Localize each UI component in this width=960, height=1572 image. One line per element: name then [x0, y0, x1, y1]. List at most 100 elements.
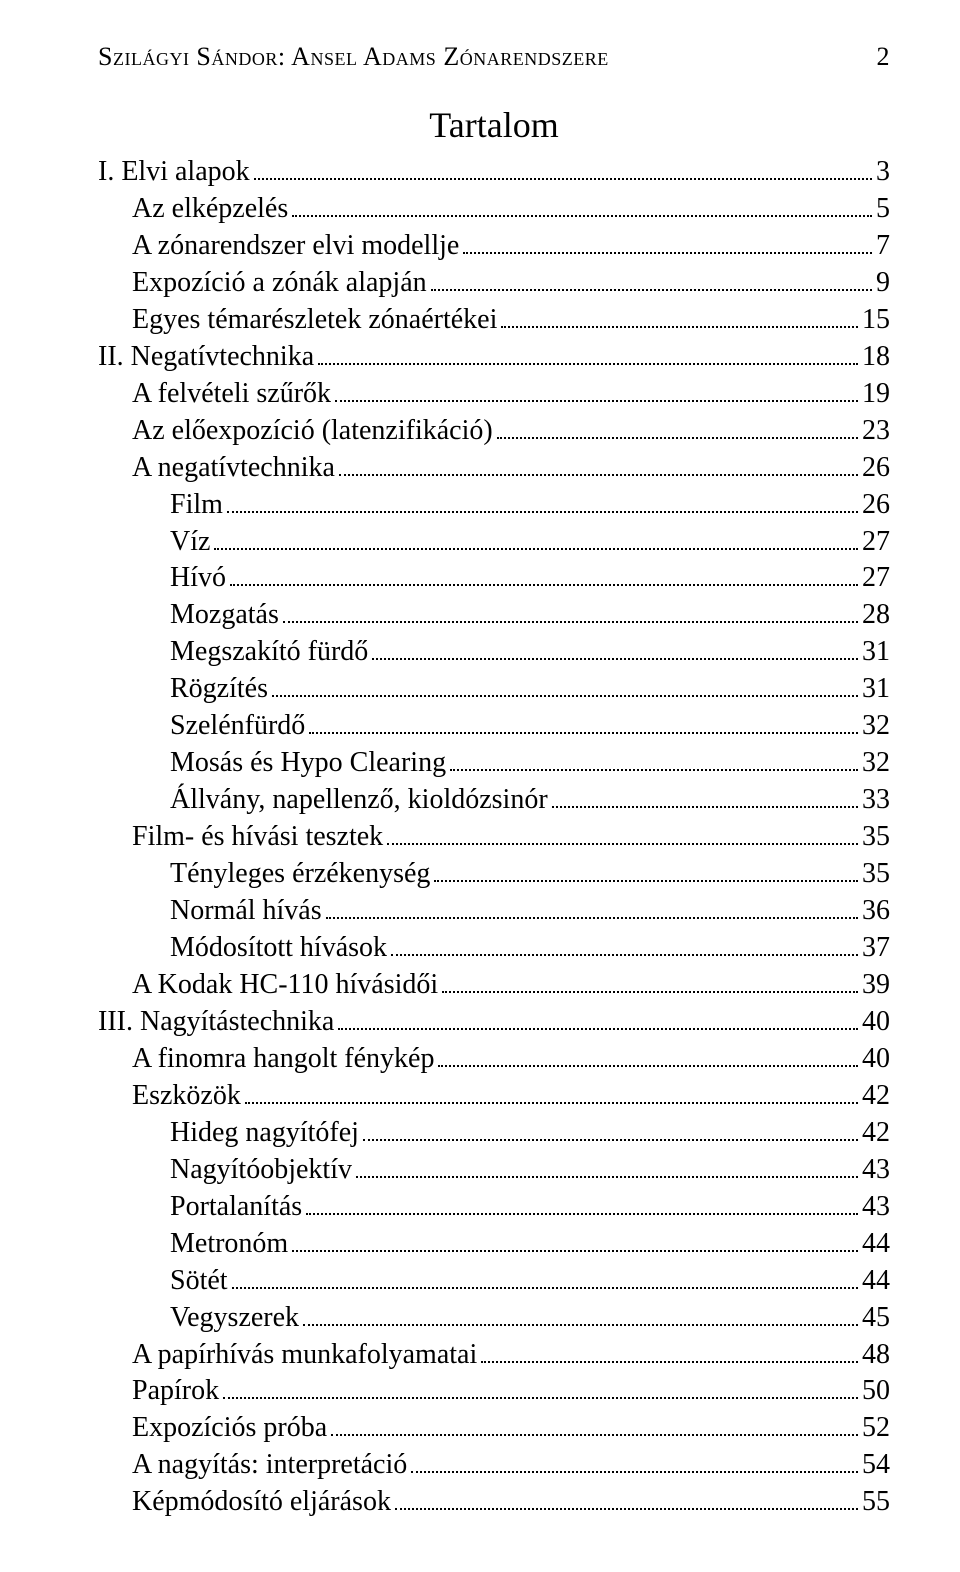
running-head-text: Szilágyi Sándor: Ansel Adams Zónarendsze…: [98, 42, 609, 72]
toc-row: A felvételi szűrők 19: [98, 376, 890, 413]
toc-entry-page: 37: [862, 930, 890, 967]
toc-entry-label: A felvételi szűrők: [132, 376, 331, 413]
toc-row: Nagyítóobjektív 43: [98, 1152, 890, 1189]
toc-entry-page: 32: [862, 708, 890, 745]
toc-entry-label: II. Negatívtechnika: [98, 339, 314, 376]
toc-row: Hideg nagyítófej42: [98, 1115, 890, 1152]
toc-entry-label: Expozíció a zónák alapján: [132, 265, 427, 302]
toc-row: Az előexpozíció (latenzifikáció) 23: [98, 413, 890, 450]
toc-row: A finomra hangolt fénykép 40: [98, 1041, 890, 1078]
toc-row: Az elképzelés5: [98, 191, 890, 228]
toc-leader-dots: [501, 304, 858, 328]
toc-entry-label: Szelénfürdő: [170, 708, 305, 745]
toc-leader-dots: [395, 1487, 858, 1511]
toc-leader-dots: [356, 1154, 858, 1178]
toc-row: Hívó27: [98, 560, 890, 597]
toc-entry-page: 19: [862, 376, 890, 413]
toc-row: Mosás és Hypo Clearing 32: [98, 745, 890, 782]
toc-row: Szelénfürdő 32: [98, 708, 890, 745]
toc-entry-page: 27: [862, 560, 890, 597]
toc-row: Film26: [98, 487, 890, 524]
toc-row: Rögzítés31: [98, 671, 890, 708]
toc-row: Megszakító fürdő31: [98, 634, 890, 671]
toc-row: Víz 27: [98, 524, 890, 561]
toc-entry-label: Állvány, napellenző, kioldózsinór: [170, 782, 548, 819]
toc-row: Módosított hívások 37: [98, 930, 890, 967]
toc-entry-page: 43: [862, 1189, 890, 1226]
toc-entry-page: 52: [862, 1410, 890, 1447]
toc-entry-label: Metronóm: [170, 1226, 288, 1263]
toc-entry-label: I. Elvi alapok: [98, 154, 250, 191]
toc-leader-dots: [292, 193, 872, 217]
toc-entry-page: 35: [862, 856, 890, 893]
toc-entry-page: 55: [862, 1484, 890, 1521]
toc-entry-label: Tényleges érzékenység: [170, 856, 430, 893]
toc-leader-dots: [481, 1339, 858, 1363]
toc-entry-page: 45: [862, 1300, 890, 1337]
toc-entry-label: Mosás és Hypo Clearing: [170, 745, 446, 782]
toc-entry-label: Sötét: [170, 1263, 228, 1300]
toc-row: Sötét 44: [98, 1263, 890, 1300]
toc-row: Mozgatás 28: [98, 597, 890, 634]
toc-entry-label: Módosított hívások: [170, 930, 387, 967]
toc-leader-dots: [232, 1265, 858, 1289]
toc-leader-dots: [227, 489, 858, 513]
toc-entry-page: 26: [862, 487, 890, 524]
toc-entry-label: A Kodak HC-110 hívásidői: [132, 967, 438, 1004]
toc-leader-dots: [463, 230, 872, 254]
toc-entry-page: 3: [876, 154, 890, 191]
toc-entry-page: 42: [862, 1078, 890, 1115]
toc-row: Film- és hívási tesztek35: [98, 819, 890, 856]
toc-leader-dots: [434, 858, 858, 882]
toc-entry-label: Vegyszerek: [170, 1300, 299, 1337]
toc-leader-dots: [497, 415, 858, 439]
toc-entry-page: 42: [862, 1115, 890, 1152]
toc-entry-label: Mozgatás: [170, 597, 279, 634]
toc-row: A zónarendszer elvi modellje7: [98, 228, 890, 265]
toc-leader-dots: [254, 156, 872, 180]
toc-entry-label: A papírhívás munkafolyamatai: [132, 1337, 477, 1374]
toc-entry-page: 54: [862, 1447, 890, 1484]
toc-entry-page: 40: [862, 1004, 890, 1041]
toc-leader-dots: [338, 1006, 858, 1030]
toc-entry-label: Normál hívás: [170, 893, 322, 930]
toc-leader-dots: [230, 563, 858, 587]
toc-entry-page: 39: [862, 967, 890, 1004]
toc-entry-page: 9: [876, 265, 890, 302]
toc-entry-label: A finomra hangolt fénykép: [132, 1041, 434, 1078]
toc-entry-label: Nagyítóobjektív: [170, 1152, 352, 1189]
toc-entry-page: 31: [862, 634, 890, 671]
toc-entry-label: Portalanítás: [170, 1189, 302, 1226]
toc-leader-dots: [387, 821, 858, 845]
toc-row: I. Elvi alapok 3: [98, 154, 890, 191]
running-header: Szilágyi Sándor: Ansel Adams Zónarendsze…: [98, 42, 890, 72]
toc-entry-label: Képmódosító eljárások: [132, 1484, 391, 1521]
toc-entry-label: Az előexpozíció (latenzifikáció): [132, 413, 493, 450]
toc-leader-dots: [223, 1376, 858, 1400]
page-title: Tartalom: [98, 104, 890, 146]
toc-entry-label: Víz: [170, 524, 210, 561]
table-of-contents: I. Elvi alapok 3Az elképzelés5A zónarends…: [98, 154, 890, 1521]
toc-entry-page: 32: [862, 745, 890, 782]
toc-entry-page: 40: [862, 1041, 890, 1078]
toc-entry-page: 23: [862, 413, 890, 450]
toc-leader-dots: [283, 600, 858, 624]
toc-entry-page: 5: [876, 191, 890, 228]
toc-row: A Kodak HC-110 hívásidői 39: [98, 967, 890, 1004]
toc-entry-label: Expozíciós próba: [132, 1410, 327, 1447]
toc-entry-page: 15: [862, 302, 890, 339]
toc-leader-dots: [326, 895, 858, 919]
toc-entry-page: 28: [862, 597, 890, 634]
toc-row: A papírhívás munkafolyamatai48: [98, 1337, 890, 1374]
toc-leader-dots: [335, 378, 858, 402]
toc-row: Állvány, napellenző, kioldózsinór33: [98, 782, 890, 819]
toc-entry-page: 44: [862, 1226, 890, 1263]
toc-entry-page: 44: [862, 1263, 890, 1300]
toc-entry-page: 43: [862, 1152, 890, 1189]
toc-row: A nagyítás: interpretáció54: [98, 1447, 890, 1484]
toc-leader-dots: [318, 341, 858, 365]
toc-entry-label: Egyes témarészletek zónaértékei: [132, 302, 497, 339]
toc-leader-dots: [303, 1302, 858, 1326]
toc-row: Expozíció a zónák alapján 9: [98, 265, 890, 302]
toc-entry-page: 27: [862, 524, 890, 561]
